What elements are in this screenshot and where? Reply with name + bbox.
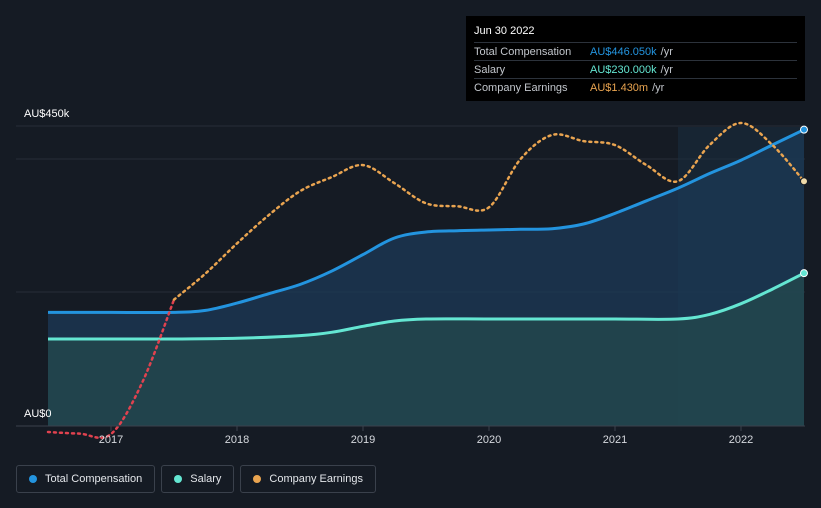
series-areas bbox=[48, 129, 804, 426]
company-earnings-line-negative bbox=[46, 298, 176, 440]
tooltip-row-total-compensation: Total Compensation AU$446.050k /yr bbox=[474, 43, 797, 61]
tooltip-unit: /yr bbox=[660, 63, 673, 76]
tooltip-label: Total Compensation bbox=[474, 45, 572, 58]
x-tick-label: 2018 bbox=[225, 434, 249, 446]
tooltip-value: AU$1.430m bbox=[590, 81, 649, 94]
x-tick-label: 2021 bbox=[603, 434, 627, 446]
tooltip-label: Company Earnings bbox=[474, 81, 568, 94]
x-tick-label: 2017 bbox=[99, 434, 123, 446]
y-axis-bottom-label: AU$0 bbox=[24, 408, 52, 420]
legend-item-company-earnings[interactable]: Company Earnings bbox=[240, 465, 376, 493]
x-tick-label: 2022 bbox=[729, 434, 753, 446]
tooltip-row-salary: Salary AU$230.000k /yr bbox=[474, 61, 797, 79]
tooltip-unit: /yr bbox=[660, 45, 673, 58]
legend-dot-icon bbox=[29, 475, 37, 483]
legend-dot-icon bbox=[253, 475, 262, 483]
legend-item-total-compensation[interactable]: Total Compensation bbox=[16, 465, 156, 493]
legend-label: Salary bbox=[190, 473, 222, 485]
total-compensation-end-dot bbox=[800, 125, 808, 134]
series-end-dots bbox=[800, 125, 808, 278]
legend-label: Company Earnings bbox=[269, 473, 363, 485]
x-tick-label: 2020 bbox=[477, 434, 501, 446]
y-axis-top-label: AU$450k bbox=[24, 108, 70, 120]
tooltip-row-company-earnings: Company Earnings AU$1.430m /yr bbox=[474, 79, 797, 96]
tooltip-label: Salary bbox=[474, 63, 506, 76]
x-tick-label: 2019 bbox=[351, 434, 375, 446]
total-compensation-line bbox=[48, 128, 805, 315]
salary-line bbox=[48, 271, 805, 341]
company-earnings-line bbox=[172, 121, 806, 301]
tooltip-value: AU$230.000k bbox=[590, 63, 657, 76]
legend-label: Total Compensation bbox=[45, 473, 143, 485]
salary-end-dot bbox=[800, 269, 808, 278]
legend-item-salary[interactable]: Salary bbox=[161, 465, 235, 493]
salary-area bbox=[48, 273, 804, 426]
legend-dot-icon bbox=[174, 475, 183, 483]
x-axis-ticks: 2017 2018 2019 2020 2021 2022 bbox=[99, 426, 753, 446]
tooltip: Jun 30 2022 Total Compensation AU$446.05… bbox=[466, 16, 805, 101]
tooltip-unit: /yr bbox=[652, 81, 665, 94]
tooltip-date: Jun 30 2022 bbox=[474, 22, 797, 43]
company-earnings-end-dot bbox=[800, 177, 808, 186]
legend: Total Compensation Salary Company Earnin… bbox=[16, 465, 376, 493]
tooltip-value: AU$446.050k bbox=[590, 45, 657, 58]
series-lines bbox=[46, 121, 806, 440]
